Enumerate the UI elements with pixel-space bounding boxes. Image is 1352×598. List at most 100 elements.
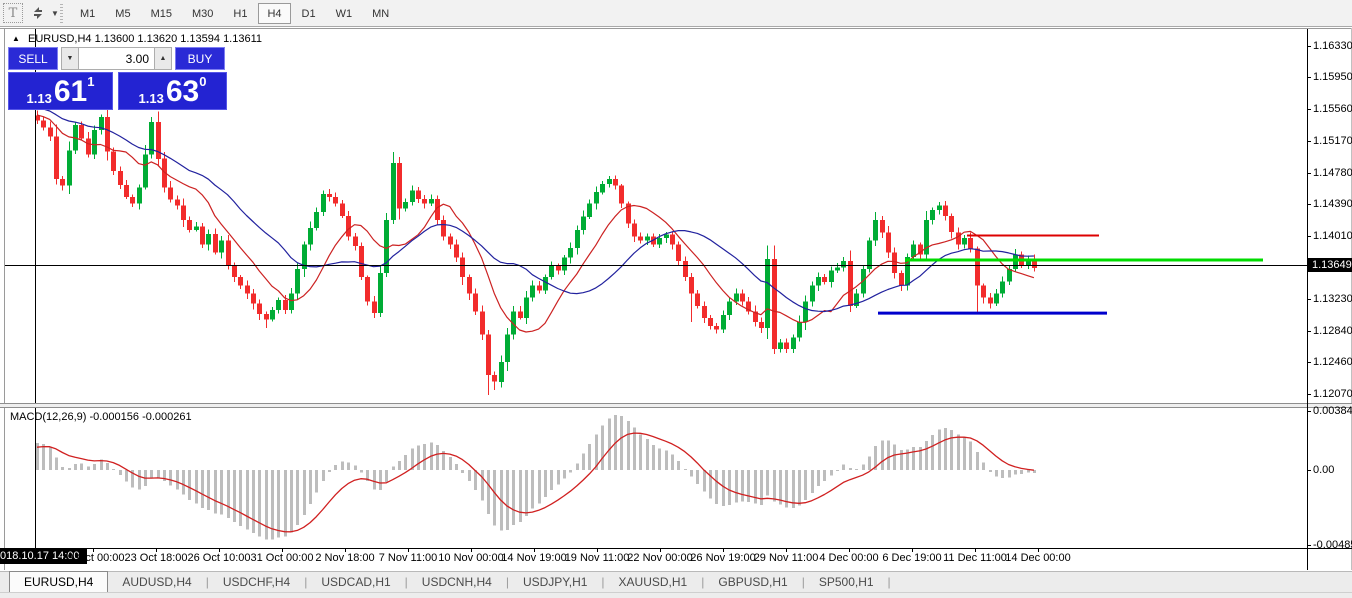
time-axis-tick [786,548,787,552]
volume-increase-button[interactable]: ▲ [154,47,172,70]
macd-axis-tick [1307,411,1311,412]
price-axis-label: 1.15950 [1313,71,1352,84]
tab-usdchf[interactable]: USDCHF,H4 [222,575,291,589]
tab-separator: | [304,575,308,589]
timeframe-button-h1[interactable]: H1 [233,7,248,20]
one-click-trade-panel: SELL ▼ ▲ BUY 1.13 61 1 1.13 63 0 [8,47,227,110]
timeframe-button-m15[interactable]: M15 [150,7,172,20]
volume-decrease-button[interactable]: ▼ [61,47,79,70]
price-axis-tick [1307,362,1311,364]
price-axis-label: 1.14010 [1313,229,1352,242]
trade-controls-row: SELL ▼ ▲ BUY [8,47,227,70]
time-axis-label: 19 Oct 00:00 [61,552,125,564]
price-axis-label: 1.12840 [1313,325,1352,338]
price-axis-label: 1.14780 [1313,166,1352,179]
text-tool-button[interactable]: T [3,3,23,23]
tab-usdcnh[interactable]: USDCNH,H4 [421,575,492,589]
time-axis-tick [975,548,976,552]
price-axis-tick [1307,204,1311,206]
current-price-label: 1.13649 [1308,258,1352,273]
time-axis-tick [282,548,283,552]
time-axis-tick [597,548,598,552]
price-axis-label: 1.13230 [1313,293,1352,306]
time-axis-label: 6 Dec 19:00 [882,552,942,564]
tab-gbpusd[interactable]: GBPUSD,H1 [718,575,788,589]
price-axis-label: 1.15170 [1313,134,1352,147]
sell-price-prefix: 1.13 [26,91,52,106]
time-axis-label: 22 Nov 00:00 [627,552,693,564]
timeframe-button-mn[interactable]: MN [372,7,390,20]
tab-eurusd[interactable]: EURUSD,H4 [9,571,109,592]
price-axis-tick [1307,172,1311,174]
timeframe-group: M1 M5 M15 M30 H1 H4 D1 W1 MN [70,2,399,25]
tab-separator: | [205,575,209,589]
buy-price-pip: 0 [199,74,207,89]
time-axis-tick [219,548,220,552]
price-axis-label: 1.12070 [1313,388,1352,400]
time-axis-label: 29 Nov 11:00 [753,552,819,564]
crosshair-time-label: 018.10.17 14:00 [0,549,87,564]
price-axis-label: 1.16330 [1313,40,1352,52]
tab-usdcad[interactable]: USDCAD,H1 [321,575,391,589]
time-axis-tick [534,548,535,552]
buy-button[interactable]: BUY [175,47,225,70]
chart-title: ▲ EURUSD,H4 1.13600 1.13620 1.13594 1.13… [12,33,262,45]
macd-axis-label: -0.004856 [1313,539,1352,551]
macd-axis-label: 0.00 [1313,464,1335,476]
chart-border-top [0,28,1352,29]
tab-separator: | [505,575,509,589]
price-axis-tick [1307,140,1311,142]
macd-indicator-canvas[interactable] [5,408,1307,548]
sell-button[interactable]: SELL [8,47,58,70]
main-chart-canvas[interactable] [5,29,1307,403]
timeframe-button-m5[interactable]: M5 [115,7,131,20]
pane-splitter[interactable] [0,403,1352,408]
time-axis-tick [471,548,472,552]
timeframe-button-m1[interactable]: M1 [80,7,96,20]
collapse-triangle-icon[interactable]: ▲ [12,34,20,43]
time-axis-label: 19 Nov 11:00 [564,552,630,564]
trade-price-row: 1.13 61 1 1.13 63 0 [8,72,227,110]
timeframe-button-m30[interactable]: M30 [191,7,214,20]
tab-separator: | [801,575,805,589]
price-axis-tick [1307,108,1311,110]
diagonal-arrows-icon [34,7,42,19]
time-axis-label: 10 Nov 00:00 [438,552,504,564]
tab-separator: | [887,575,891,589]
tool-dropdown-button[interactable]: ▼ [49,3,61,23]
cursor-arrows-button[interactable] [27,3,49,23]
tab-sp500[interactable]: SP500,H1 [818,575,874,589]
buy-price-prefix: 1.13 [138,91,164,106]
timeframe-button-w1[interactable]: W1 [335,7,353,20]
time-axis-label: 31 Oct 00:00 [250,552,314,564]
volume-input[interactable] [79,47,154,70]
time-axis-tick [1038,548,1039,552]
timeframe-button-d1[interactable]: D1 [301,7,316,20]
time-axis-label: 7 Nov 11:00 [378,552,438,564]
buy-price-button[interactable]: 1.13 63 0 [118,72,227,110]
toolbar-grip [60,4,63,23]
price-axis-tick [1307,77,1311,79]
tab-usdjpy[interactable]: USDJPY,H1 [522,575,588,589]
time-axis-tick [660,548,661,552]
time-axis-label: 14 Nov 19:00 [501,552,567,564]
status-bar [0,592,1352,598]
price-axis-tick [1307,46,1311,47]
macd-axis-label: 0.003847 [1313,405,1352,417]
tab-audusd[interactable]: AUDUSD,H4 [122,575,192,589]
price-axis-label: 1.14390 [1313,198,1352,211]
tab-separator: | [701,575,705,589]
tab-separator: | [601,575,605,589]
price-axis-tick [1307,394,1311,395]
tab-xauusd[interactable]: XAUUSD,H1 [618,575,688,589]
time-axis-tick [723,548,724,552]
price-axis-tick [1307,331,1311,333]
tab-separator: | [404,575,408,589]
buy-price-big: 63 [165,75,200,108]
timeframe-button-h4[interactable]: H4 [258,3,291,24]
sell-price-button[interactable]: 1.13 61 1 [8,72,113,110]
time-axis-tick [93,548,94,552]
time-axis-label: 14 Dec 00:00 [1005,552,1071,564]
time-axis-label: 26 Oct 10:00 [187,552,251,564]
